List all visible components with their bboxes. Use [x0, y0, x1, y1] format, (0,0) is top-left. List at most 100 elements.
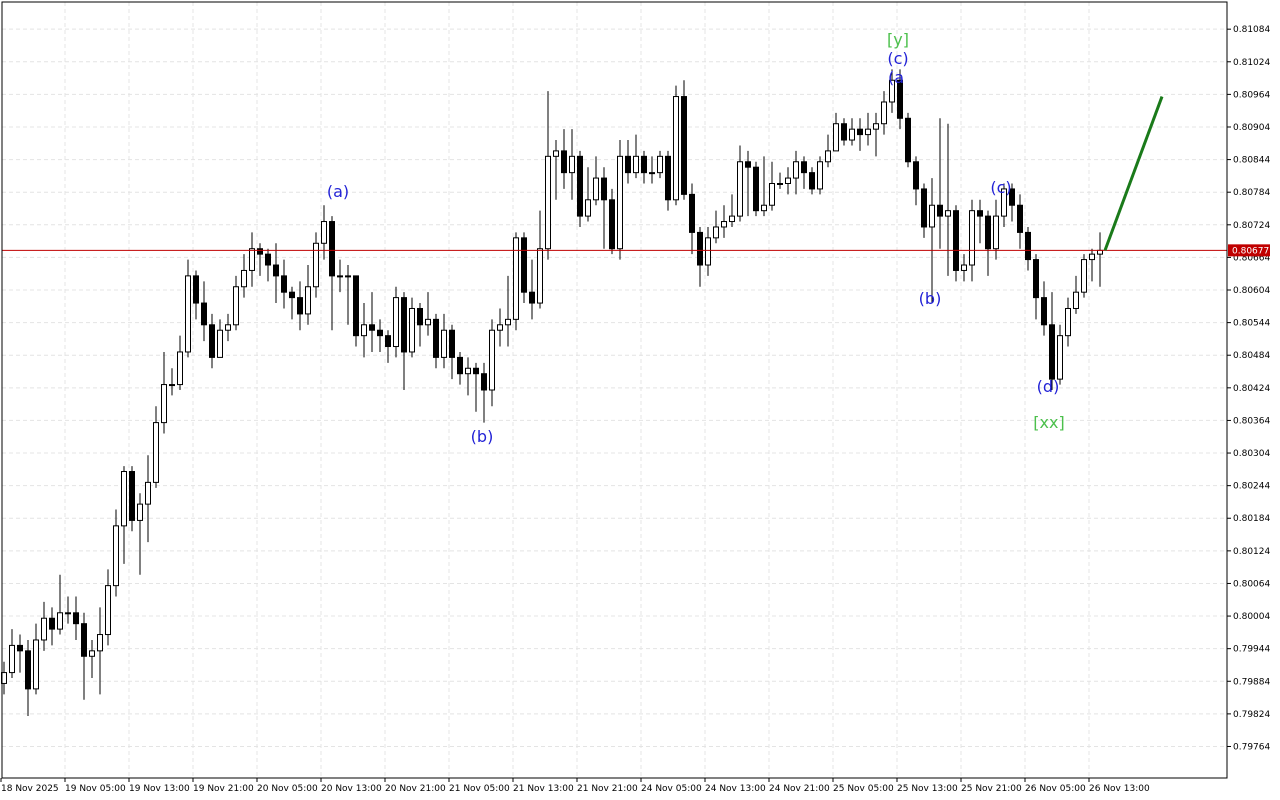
candle-body: [297, 297, 303, 315]
candle-body: [305, 286, 311, 315]
candle-body: [481, 373, 487, 391]
candle-body: [777, 183, 783, 186]
x-tick-label: 24 Nov 21:00: [769, 784, 830, 794]
wave-label: (d): [1037, 377, 1060, 396]
candle-body: [169, 384, 175, 387]
candle-body: [393, 297, 399, 348]
candle-body: [569, 155, 575, 174]
candle-body: [761, 204, 767, 212]
candle-body: [313, 242, 319, 288]
candle-body: [337, 275, 343, 278]
candle-body: [769, 183, 775, 206]
candle-body: [625, 155, 631, 174]
candle-body: [633, 155, 639, 174]
y-tick-label: 0.80424: [1233, 384, 1270, 394]
y-tick-label: 0.81084: [1233, 25, 1270, 35]
x-tick-label: 21 Nov 05:00: [449, 784, 510, 794]
x-tick-label: 21 Nov 13:00: [513, 784, 574, 794]
x-tick-label: 24 Nov 13:00: [705, 784, 766, 794]
candle-body: [601, 177, 607, 201]
candle-body: [1089, 253, 1095, 261]
candle-body: [377, 329, 383, 337]
candle-body: [929, 204, 935, 228]
x-tick-label: 19 Nov 13:00: [129, 784, 190, 794]
y-tick-label: 0.80604: [1233, 286, 1270, 296]
candle-body: [937, 204, 943, 217]
x-tick-label: 25 Nov 05:00: [833, 784, 894, 794]
candle-body: [521, 237, 527, 293]
candle-body: [657, 155, 663, 174]
current-price-label: 0.80677: [1232, 246, 1269, 256]
candle-body: [1049, 324, 1055, 380]
candle-body: [873, 123, 879, 130]
candle-body: [81, 623, 87, 657]
candle-body: [105, 585, 111, 636]
candle-body: [369, 324, 375, 331]
candle-body: [1001, 188, 1007, 217]
candle-body: [505, 318, 511, 326]
wave-label: (a): [327, 182, 349, 201]
candle-body: [473, 367, 479, 375]
candle-body: [1057, 335, 1063, 380]
plot-frame: [1, 1, 1228, 779]
candle-body: [1009, 188, 1015, 206]
candle-body: [465, 367, 471, 375]
candle-body: [809, 172, 815, 190]
y-tick-label: 0.80364: [1233, 416, 1270, 426]
candle-body: [257, 248, 263, 255]
candle-body: [737, 161, 743, 217]
candle-body: [33, 639, 39, 690]
y-tick-label: 0.80064: [1233, 579, 1270, 589]
candle-body: [905, 117, 911, 163]
candle-body: [353, 275, 359, 337]
candle-body: [177, 351, 183, 386]
candle-body: [897, 79, 903, 119]
y-tick-label: 0.80964: [1233, 90, 1270, 100]
y-tick-label: 0.80904: [1233, 123, 1270, 133]
candle-body: [57, 612, 63, 630]
candle-body: [145, 481, 151, 505]
candle-body: [801, 161, 807, 174]
candle-body: [9, 644, 15, 674]
candle-body: [89, 650, 95, 657]
wave-label: (b): [919, 289, 942, 308]
candle-body: [833, 123, 839, 152]
candle-body: [593, 177, 599, 201]
wave-label: [y]: [887, 30, 909, 49]
candle-body: [537, 248, 543, 304]
candle-body: [785, 177, 791, 185]
candle-body: [1081, 259, 1087, 293]
candle-body: [945, 210, 951, 217]
candle-body: [881, 101, 887, 125]
candle-body: [753, 166, 759, 212]
candle-body: [1033, 259, 1039, 299]
candle-body: [857, 128, 863, 136]
x-tick-label: 19 Nov 05:00: [65, 784, 126, 794]
candle-body: [73, 612, 79, 625]
candle-body: [433, 318, 439, 358]
y-tick-label: 0.80244: [1233, 482, 1270, 492]
x-tick-label: 21 Nov 21:00: [577, 784, 638, 794]
candle-body: [121, 471, 127, 527]
candle-body: [329, 221, 335, 277]
candle-body: [489, 329, 495, 391]
candle-body: [841, 123, 847, 141]
y-tick-label: 0.80784: [1233, 188, 1270, 198]
candle-body: [41, 617, 47, 641]
candle-body: [65, 612, 71, 615]
candle-body: [409, 307, 415, 353]
y-tick-label: 0.80544: [1233, 319, 1270, 329]
candle-body: [993, 215, 999, 250]
candle-body: [17, 644, 23, 652]
candle-body: [225, 324, 231, 331]
candle-body: [673, 96, 679, 201]
candle-body: [953, 210, 959, 271]
candle-body: [617, 155, 623, 250]
plot: (a)(b)[y](c)(a(b)(c)(d)[xx]: [1, 30, 1227, 717]
candle-body: [577, 155, 583, 217]
candle-body: [425, 318, 431, 326]
candle-body: [417, 307, 423, 326]
y-tick-label: 0.80304: [1233, 449, 1270, 459]
x-tick-label: 26 Nov 13:00: [1089, 784, 1150, 794]
